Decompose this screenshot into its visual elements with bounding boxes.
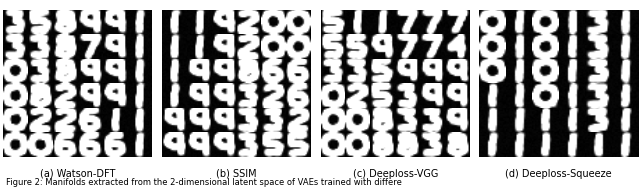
Text: (b) SSIM: (b) SSIM	[216, 169, 257, 179]
Text: Figure 2: Manifolds extracted from the 2-dimensional latent space of VAEs traine: Figure 2: Manifolds extracted from the 2…	[6, 178, 403, 187]
Bar	[3, 10, 152, 157]
Text: (a) Watson-DFT: (a) Watson-DFT	[40, 169, 115, 179]
Text: (c) Deeploss-VGG: (c) Deeploss-VGG	[353, 169, 438, 179]
Bar	[479, 10, 638, 157]
Bar	[162, 10, 311, 157]
Bar	[321, 10, 470, 157]
Text: (d) Deeploss-Squeeze: (d) Deeploss-Squeeze	[506, 169, 612, 179]
